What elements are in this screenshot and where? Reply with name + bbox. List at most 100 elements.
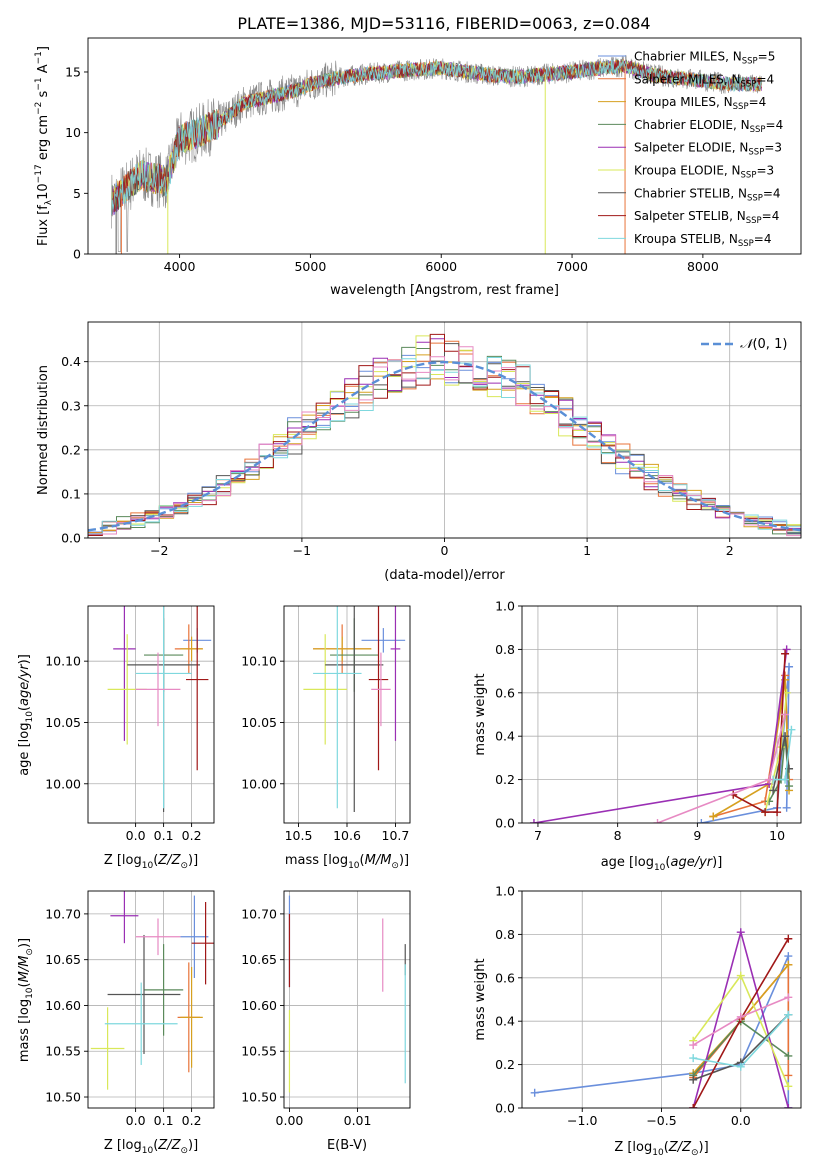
gaussian-curve <box>88 360 801 532</box>
y-axis-label: mass weight <box>473 673 488 755</box>
label-part: erg cm <box>36 115 51 164</box>
legend-n: =4 <box>749 95 767 109</box>
label-part: M/M <box>365 853 392 868</box>
legend-label: Chabrier MILES, N <box>634 50 742 64</box>
legend-n: =4 <box>766 118 784 132</box>
label-part: A <box>36 64 51 77</box>
axes-frame <box>521 605 802 824</box>
y-tick-label: 0.1 <box>61 486 81 501</box>
x-tick-label: −1 <box>293 543 311 558</box>
weight-point <box>689 1041 698 1050</box>
label-part: age [log <box>17 723 32 776</box>
weight-point <box>781 649 790 658</box>
legend-n: =4 <box>763 186 781 200</box>
x-tick-label: 10.6 <box>333 828 361 843</box>
weight-vs-age-panel: 7 8 9 10 0.0 0.2 0.4 0.6 0.8 1.0 mass weight age [l… <box>473 599 802 873</box>
y-tick-label: 0.2 <box>61 442 81 457</box>
weight-point <box>785 782 794 791</box>
weight-point <box>736 928 745 937</box>
legend-entry: Salpeter STELIB, NSSP=4 <box>634 209 779 226</box>
legend-label: (0, 1) <box>752 337 787 352</box>
y-tick-label: 1.0 <box>495 884 515 899</box>
x-tick-label: 10.5 <box>285 828 313 843</box>
label-part: age/yr <box>670 855 713 870</box>
x-axis-label: Z [log10(Z/Z⊙)] <box>614 1140 708 1158</box>
y-tick-label: 5 <box>73 186 81 201</box>
label-part: )] <box>17 654 32 664</box>
legend-label: Chabrier ELODIE, N <box>634 118 750 132</box>
plot-area <box>90 891 214 1090</box>
y-tick-label: 10.50 <box>45 1090 81 1105</box>
y-tick-label: 0.8 <box>495 642 515 657</box>
legend-sub: SSP <box>733 102 749 112</box>
legend-sub: SSP <box>741 79 757 89</box>
legend-label: Kroupa ELODIE, N <box>634 164 741 178</box>
legend-sub: SSP <box>742 57 758 67</box>
x-axis-label: wavelength [Angstrom, rest frame] <box>330 283 559 298</box>
weight-point <box>529 819 538 823</box>
y-tick-label: 10.60 <box>241 998 277 1013</box>
label-part: mass [log <box>17 999 32 1062</box>
label-part: )] <box>712 855 722 870</box>
weight-point <box>782 803 791 812</box>
label-part: λ <box>44 199 54 205</box>
y-axis-label: Normed distribution <box>36 365 51 495</box>
legend-n: =4 <box>754 232 772 246</box>
legend-sub: SSP <box>738 239 754 249</box>
y-tick-label: 0.4 <box>495 1014 515 1029</box>
label-part: )] <box>17 938 32 948</box>
weight-point <box>784 952 793 961</box>
legend-label: Kroupa STELIB, N <box>634 232 738 246</box>
plot-area <box>111 54 762 254</box>
weight-point <box>765 775 774 784</box>
model-spectrum-6 <box>111 58 762 216</box>
y-tick-label: 10.60 <box>45 998 81 1013</box>
y-tick-label: 1.0 <box>495 599 515 614</box>
x-tick-label: 5000 <box>294 259 326 274</box>
age-vs-mass-panel: 10.5 10.6 10.7 10.00 10.05 10.10 mass [log10(M… <box>241 605 411 871</box>
y-axis-label: Flux [fλ10−17 erg cm−2 s−1 A−1] <box>34 46 54 246</box>
weight-point <box>781 732 790 741</box>
label-part: s <box>36 90 51 101</box>
x-tick-label: 8000 <box>687 259 719 274</box>
weight-point <box>782 688 791 697</box>
y-tick-label: 10.55 <box>45 1044 81 1059</box>
label-part: )] <box>399 853 409 868</box>
label-sub: ⊙ <box>391 861 399 871</box>
x-axis-label: mass [log10(M/M⊙)] <box>285 853 409 871</box>
label-part: Z [log <box>104 1138 142 1153</box>
axes-frame <box>87 890 215 1109</box>
y-tick-label: 10.00 <box>241 776 277 791</box>
plot-area <box>88 333 801 537</box>
weight-point <box>787 725 796 734</box>
y-tick-label: 0.8 <box>495 927 515 942</box>
label-part: M/M <box>17 956 32 983</box>
legend-entry: Chabrier STELIB, NSSP=4 <box>634 186 781 203</box>
x-tick-label: 0.00 <box>276 1113 304 1128</box>
x-tick-label: 2 <box>726 543 734 558</box>
x-tick-label: 7000 <box>556 259 588 274</box>
legend-entry: Salpeter ELODIE, NSSP=3 <box>634 141 782 158</box>
axes-frame <box>87 37 802 255</box>
plot-area <box>530 928 793 1108</box>
legend-entry: Kroupa ELODIE, NSSP=3 <box>634 164 774 181</box>
label-part: −17 <box>34 164 44 183</box>
label-part: −1 <box>34 51 44 64</box>
weight-point <box>697 819 706 823</box>
y-tick-label: 0 <box>73 247 81 262</box>
x-tick-label: −0.5 <box>646 1113 676 1128</box>
label-part: 10 <box>36 183 51 200</box>
plot-area <box>288 895 406 1093</box>
weight-point <box>773 808 782 817</box>
weight-point <box>736 971 745 980</box>
label-part: ] <box>36 46 51 51</box>
y-tick-label: 10.00 <box>45 776 81 791</box>
legend-label: Kroupa MILES, N <box>634 95 733 109</box>
label-part: Z [log <box>614 1140 652 1155</box>
x-tick-label: 0.0 <box>126 1113 146 1128</box>
x-axis-label: Z [log10(Z/Z⊙)] <box>104 853 198 871</box>
legend-label: Salpeter STELIB, N <box>634 209 746 223</box>
y-tick-label: 10.50 <box>241 1090 277 1105</box>
label-part: ( <box>360 853 365 868</box>
